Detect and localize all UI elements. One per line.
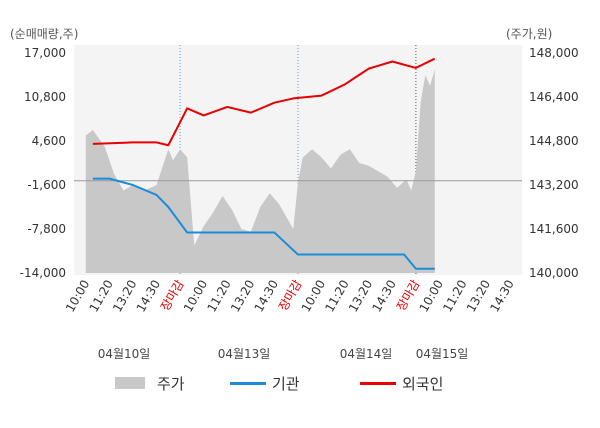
price-area [85, 69, 435, 273]
right-tick-label: 141,600 [529, 222, 579, 236]
date-label: 04월14일 [340, 347, 393, 361]
legend-swatch-foreign [360, 382, 396, 385]
right-tick-label: 143,200 [529, 178, 579, 192]
legend-label: 외국인 [402, 375, 443, 393]
date-label: 04월10일 [98, 347, 151, 361]
series-line-foreign [92, 57, 436, 147]
right-axis-unit: (주가,원) [506, 27, 552, 41]
left-tick-label: 4,600 [32, 134, 66, 148]
left-tick-label: -14,000 [20, 266, 66, 280]
left-axis-unit: (순매매량,주) [10, 27, 78, 41]
left-tick-label: 10,800 [24, 90, 66, 104]
legend-label: 주가 [157, 375, 185, 393]
right-tick-label: 146,400 [529, 90, 579, 104]
legend-swatch-institution [230, 382, 266, 385]
legend-swatch-price [115, 377, 145, 389]
legend-label: 기관 [272, 375, 300, 393]
left-tick-label: -7,800 [27, 222, 66, 236]
left-tick-label: -1,600 [27, 178, 66, 192]
left-tick-label: 17,000 [24, 46, 66, 60]
right-tick-label: 148,000 [529, 46, 579, 60]
date-label: 04월13일 [218, 347, 271, 361]
date-label: 04월15일 [416, 347, 469, 361]
right-tick-label: 140,000 [529, 266, 579, 280]
right-tick-label: 144,800 [529, 134, 579, 148]
series-line-institution [92, 177, 435, 270]
